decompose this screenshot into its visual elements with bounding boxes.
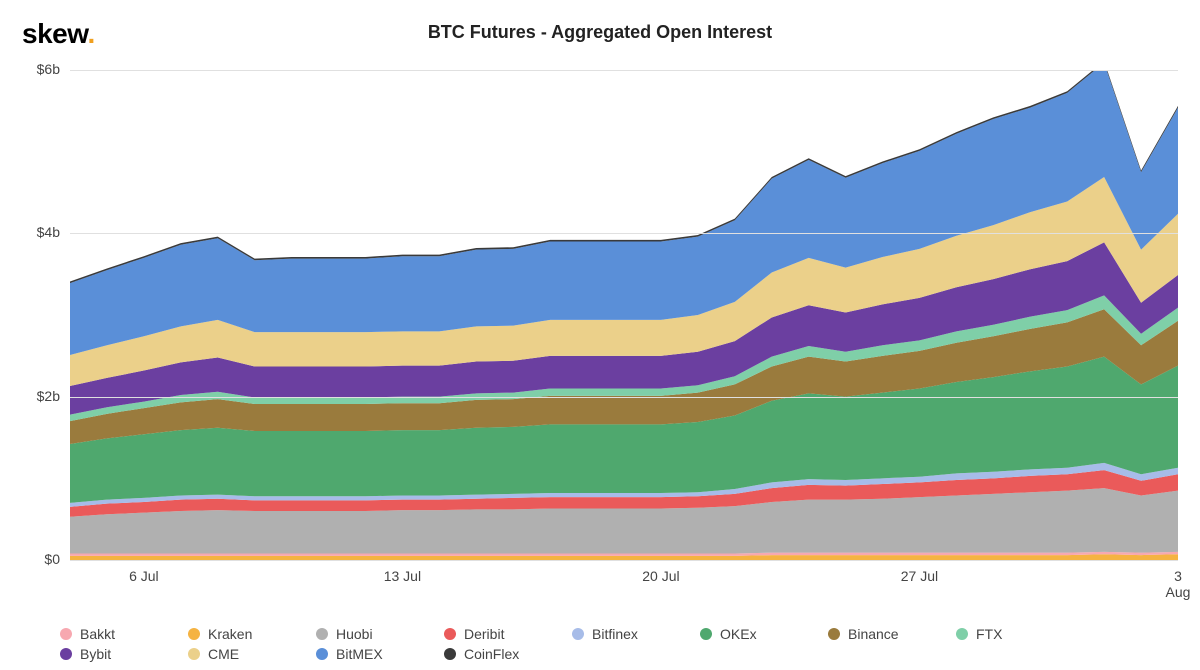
legend-dot-icon — [572, 628, 584, 640]
gridline — [70, 233, 1178, 234]
legend-dot-icon — [444, 648, 456, 660]
legend-dot-icon — [700, 628, 712, 640]
x-tick-label: 27 Jul — [901, 568, 938, 584]
chart-title: BTC Futures - Aggregated Open Interest — [0, 22, 1200, 43]
plot-area — [70, 70, 1178, 560]
legend-label: FTX — [976, 626, 1002, 642]
legend-item-deribit[interactable]: Deribit — [444, 626, 544, 642]
legend-label: Huobi — [336, 626, 373, 642]
legend-item-bitfinex[interactable]: Bitfinex — [572, 626, 672, 642]
legend-dot-icon — [956, 628, 968, 640]
legend-dot-icon — [188, 648, 200, 660]
x-tick-label: 20 Jul — [642, 568, 679, 584]
legend-label: Binance — [848, 626, 899, 642]
legend-dot-icon — [444, 628, 456, 640]
gridline — [70, 70, 1178, 71]
legend-item-huobi[interactable]: Huobi — [316, 626, 416, 642]
legend-item-cme[interactable]: CME — [188, 646, 288, 662]
legend-dot-icon — [188, 628, 200, 640]
legend-item-kraken[interactable]: Kraken — [188, 626, 288, 642]
legend-item-okex[interactable]: OKEx — [700, 626, 800, 642]
legend-label: BitMEX — [336, 646, 383, 662]
gridline — [70, 397, 1178, 398]
legend-label: Bitfinex — [592, 626, 638, 642]
legend-label: Bybit — [80, 646, 111, 662]
legend-dot-icon — [60, 648, 72, 660]
legend-label: OKEx — [720, 626, 757, 642]
legend-item-ftx[interactable]: FTX — [956, 626, 1056, 642]
y-tick-label: $0 — [20, 551, 60, 567]
legend-dot-icon — [828, 628, 840, 640]
x-tick-label: 3 Aug — [1166, 568, 1191, 600]
stacked-area-svg — [70, 70, 1178, 560]
legend-item-bybit[interactable]: Bybit — [60, 646, 160, 662]
legend-label: Bakkt — [80, 626, 115, 642]
chart-legend: Bakkt Kraken Huobi Deribit Bitfinex OKEx Binan… — [60, 626, 1180, 662]
y-tick-label: $4b — [20, 224, 60, 240]
legend-label: Kraken — [208, 626, 252, 642]
legend-item-binance[interactable]: Binance — [828, 626, 928, 642]
legend-dot-icon — [316, 648, 328, 660]
legend-label: CoinFlex — [464, 646, 519, 662]
y-tick-label: $2b — [20, 388, 60, 404]
chart-container: $0$2b$4b$6b6 Jul13 Jul20 Jul27 Jul3 Aug — [20, 60, 1180, 610]
legend-item-bakkt[interactable]: Bakkt — [60, 626, 160, 642]
legend-item-bitmex[interactable]: BitMEX — [316, 646, 416, 662]
legend-label: CME — [208, 646, 239, 662]
gridline — [70, 560, 1178, 561]
legend-item-coinflex[interactable]: CoinFlex — [444, 646, 544, 662]
y-tick-label: $6b — [20, 61, 60, 77]
x-tick-label: 13 Jul — [384, 568, 421, 584]
legend-dot-icon — [60, 628, 72, 640]
x-tick-label: 6 Jul — [129, 568, 159, 584]
legend-dot-icon — [316, 628, 328, 640]
legend-label: Deribit — [464, 626, 504, 642]
